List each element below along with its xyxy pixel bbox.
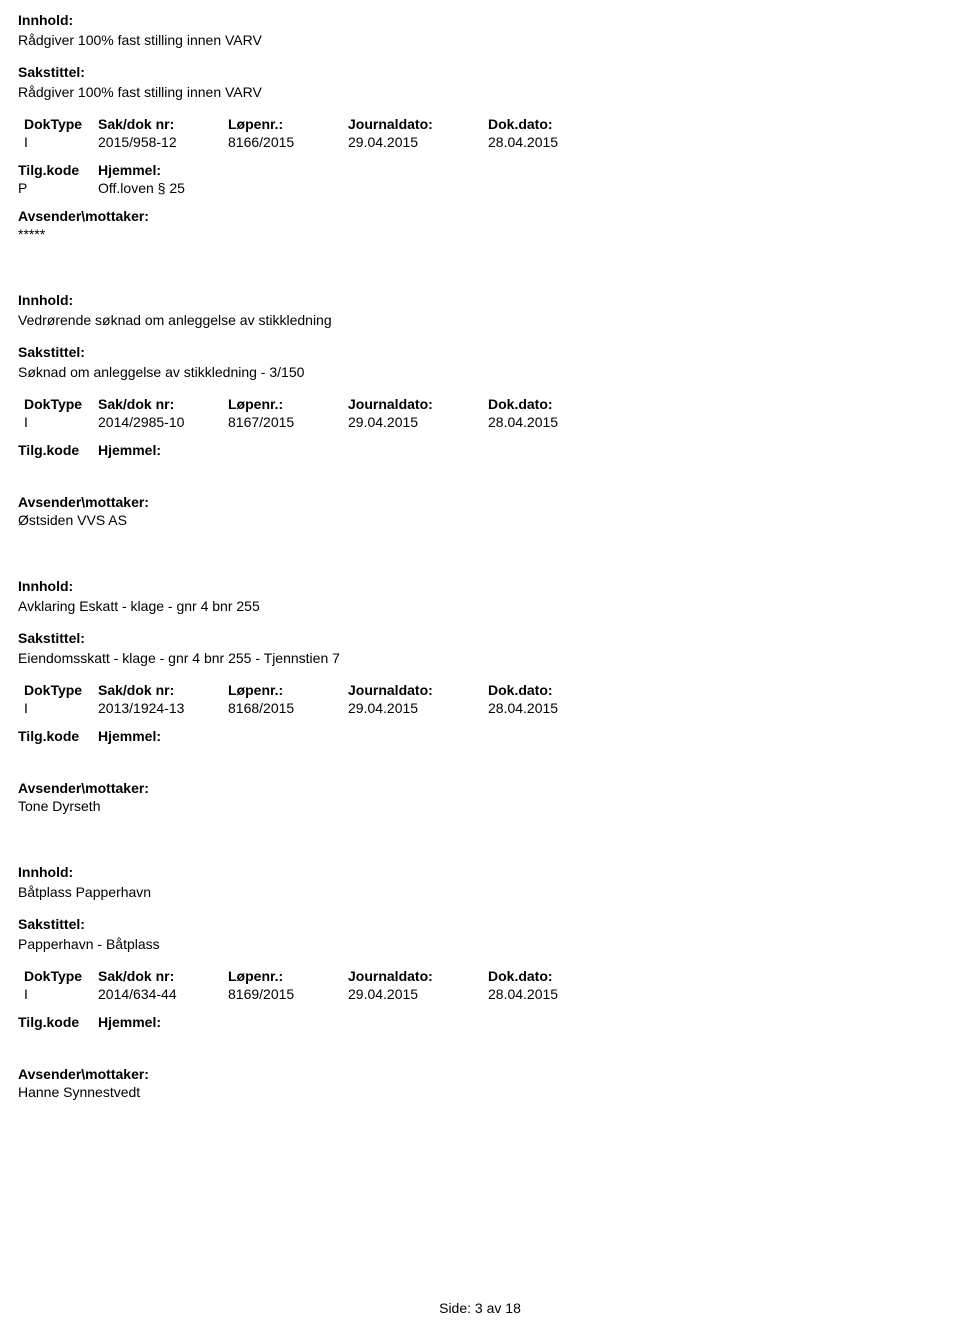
lopenr-value: 8168/2015 (228, 700, 348, 716)
hjemmel-value: Off.loven § 25 (98, 180, 185, 196)
avsender-value: Østsiden VVS AS (18, 512, 942, 528)
col-doktype-header: DokType (18, 682, 98, 698)
avsender-label: Avsender\mottaker: (18, 780, 942, 796)
journaldato-value: 29.04.2015 (348, 700, 488, 716)
innhold-value: Vedrørende søknad om anleggelse av stikk… (18, 312, 942, 328)
tilgkode-label: Tilg.kode (18, 728, 98, 744)
col-sakdok-header: Sak/dok nr: (98, 396, 228, 412)
avsender-label: Avsender\mottaker: (18, 208, 942, 224)
lopenr-value: 8169/2015 (228, 986, 348, 1002)
journaldato-value: 29.04.2015 (348, 986, 488, 1002)
col-journaldato-header: Journaldato: (348, 682, 488, 698)
sakstittel-label: Sakstittel: (18, 916, 942, 932)
innhold-label: Innhold: (18, 292, 942, 308)
col-dokdato-header: Dok.dato: (488, 968, 608, 984)
col-journaldato-header: Journaldato: (348, 396, 488, 412)
sakdok-value: 2014/634-44 (98, 986, 228, 1002)
table-row: I 2015/958-12 8166/2015 29.04.2015 28.04… (18, 134, 942, 150)
journaldato-value: 29.04.2015 (348, 134, 488, 150)
table-header: DokType Sak/dok nr: Løpenr.: Journaldato… (18, 682, 942, 698)
sakdok-value: 2014/2985-10 (98, 414, 228, 430)
sakstittel-value: Eiendomsskatt - klage - gnr 4 bnr 255 - … (18, 650, 942, 666)
avsender-value: Hanne Synnestvedt (18, 1084, 942, 1100)
avsender-value: ***** (18, 226, 942, 242)
dokdato-value: 28.04.2015 (488, 700, 608, 716)
page-footer: Side: 3 av 18 (18, 1300, 942, 1316)
col-lopenr-header: Løpenr.: (228, 968, 348, 984)
table-row: I 2013/1924-13 8168/2015 29.04.2015 28.0… (18, 700, 942, 716)
col-doktype-header: DokType (18, 968, 98, 984)
avsender-label: Avsender\mottaker: (18, 494, 942, 510)
col-journaldato-header: Journaldato: (348, 968, 488, 984)
col-dokdato-header: Dok.dato: (488, 682, 608, 698)
journaldato-value: 29.04.2015 (348, 414, 488, 430)
innhold-label: Innhold: (18, 864, 942, 880)
tilgkode-label: Tilg.kode (18, 162, 98, 178)
lopenr-value: 8166/2015 (228, 134, 348, 150)
doktype-value: I (18, 700, 98, 716)
doktype-value: I (18, 986, 98, 1002)
table-header: DokType Sak/dok nr: Løpenr.: Journaldato… (18, 396, 942, 412)
col-lopenr-header: Løpenr.: (228, 682, 348, 698)
hjemmel-label: Hjemmel: (98, 728, 161, 744)
tilgkode-label: Tilg.kode (18, 442, 98, 458)
avsender-value: Tone Dyrseth (18, 798, 942, 814)
col-lopenr-header: Løpenr.: (228, 396, 348, 412)
av-label: av (487, 1300, 502, 1316)
col-doktype-header: DokType (18, 116, 98, 132)
hjemmel-label: Hjemmel: (98, 162, 161, 178)
sakstittel-value: Søknad om anleggelse av stikkledning - 3… (18, 364, 942, 380)
innhold-value: Båtplass Papperhavn (18, 884, 942, 900)
page-total: 18 (505, 1300, 521, 1316)
tilgkode-header-row: Tilg.kode Hjemmel: (18, 162, 942, 178)
doktype-value: I (18, 414, 98, 430)
sakdok-value: 2013/1924-13 (98, 700, 228, 716)
journal-entry: Innhold: Avklaring Eskatt - klage - gnr … (18, 578, 942, 814)
col-doktype-header: DokType (18, 396, 98, 412)
page-current: 3 (475, 1300, 483, 1316)
table-row: I 2014/2985-10 8167/2015 29.04.2015 28.0… (18, 414, 942, 430)
tilgkode-header-row: Tilg.kode Hjemmel: (18, 1014, 942, 1030)
journal-entry: Innhold: Vedrørende søknad om anleggelse… (18, 292, 942, 528)
sakstittel-label: Sakstittel: (18, 64, 942, 80)
col-dokdato-header: Dok.dato: (488, 396, 608, 412)
innhold-label: Innhold: (18, 12, 942, 28)
side-label: Side: (439, 1300, 471, 1316)
innhold-label: Innhold: (18, 578, 942, 594)
dokdato-value: 28.04.2015 (488, 414, 608, 430)
innhold-value: Rådgiver 100% fast stilling innen VARV (18, 32, 942, 48)
hjemmel-label: Hjemmel: (98, 1014, 161, 1030)
journal-entry: Innhold: Rådgiver 100% fast stilling inn… (18, 12, 942, 242)
tilgkode-header-row: Tilg.kode Hjemmel: (18, 442, 942, 458)
col-journaldato-header: Journaldato: (348, 116, 488, 132)
journal-entry: Innhold: Båtplass Papperhavn Sakstittel:… (18, 864, 942, 1100)
col-sakdok-header: Sak/dok nr: (98, 682, 228, 698)
table-header: DokType Sak/dok nr: Løpenr.: Journaldato… (18, 116, 942, 132)
dokdato-value: 28.04.2015 (488, 986, 608, 1002)
sakstittel-value: Papperhavn - Båtplass (18, 936, 942, 952)
tilgkode-p: P (18, 180, 98, 196)
tilgkode-header-row: Tilg.kode Hjemmel: (18, 728, 942, 744)
sakstittel-label: Sakstittel: (18, 344, 942, 360)
table-row: I 2014/634-44 8169/2015 29.04.2015 28.04… (18, 986, 942, 1002)
sakstittel-label: Sakstittel: (18, 630, 942, 646)
hjemmel-label: Hjemmel: (98, 442, 161, 458)
table-header: DokType Sak/dok nr: Løpenr.: Journaldato… (18, 968, 942, 984)
sakstittel-value: Rådgiver 100% fast stilling innen VARV (18, 84, 942, 100)
col-dokdato-header: Dok.dato: (488, 116, 608, 132)
col-lopenr-header: Løpenr.: (228, 116, 348, 132)
innhold-value: Avklaring Eskatt - klage - gnr 4 bnr 255 (18, 598, 942, 614)
avsender-label: Avsender\mottaker: (18, 1066, 942, 1082)
tilgkode-label: Tilg.kode (18, 1014, 98, 1030)
tilgkode-value-row: P Off.loven § 25 (18, 180, 942, 196)
lopenr-value: 8167/2015 (228, 414, 348, 430)
col-sakdok-header: Sak/dok nr: (98, 116, 228, 132)
sakdok-value: 2015/958-12 (98, 134, 228, 150)
dokdato-value: 28.04.2015 (488, 134, 608, 150)
doktype-value: I (18, 134, 98, 150)
col-sakdok-header: Sak/dok nr: (98, 968, 228, 984)
